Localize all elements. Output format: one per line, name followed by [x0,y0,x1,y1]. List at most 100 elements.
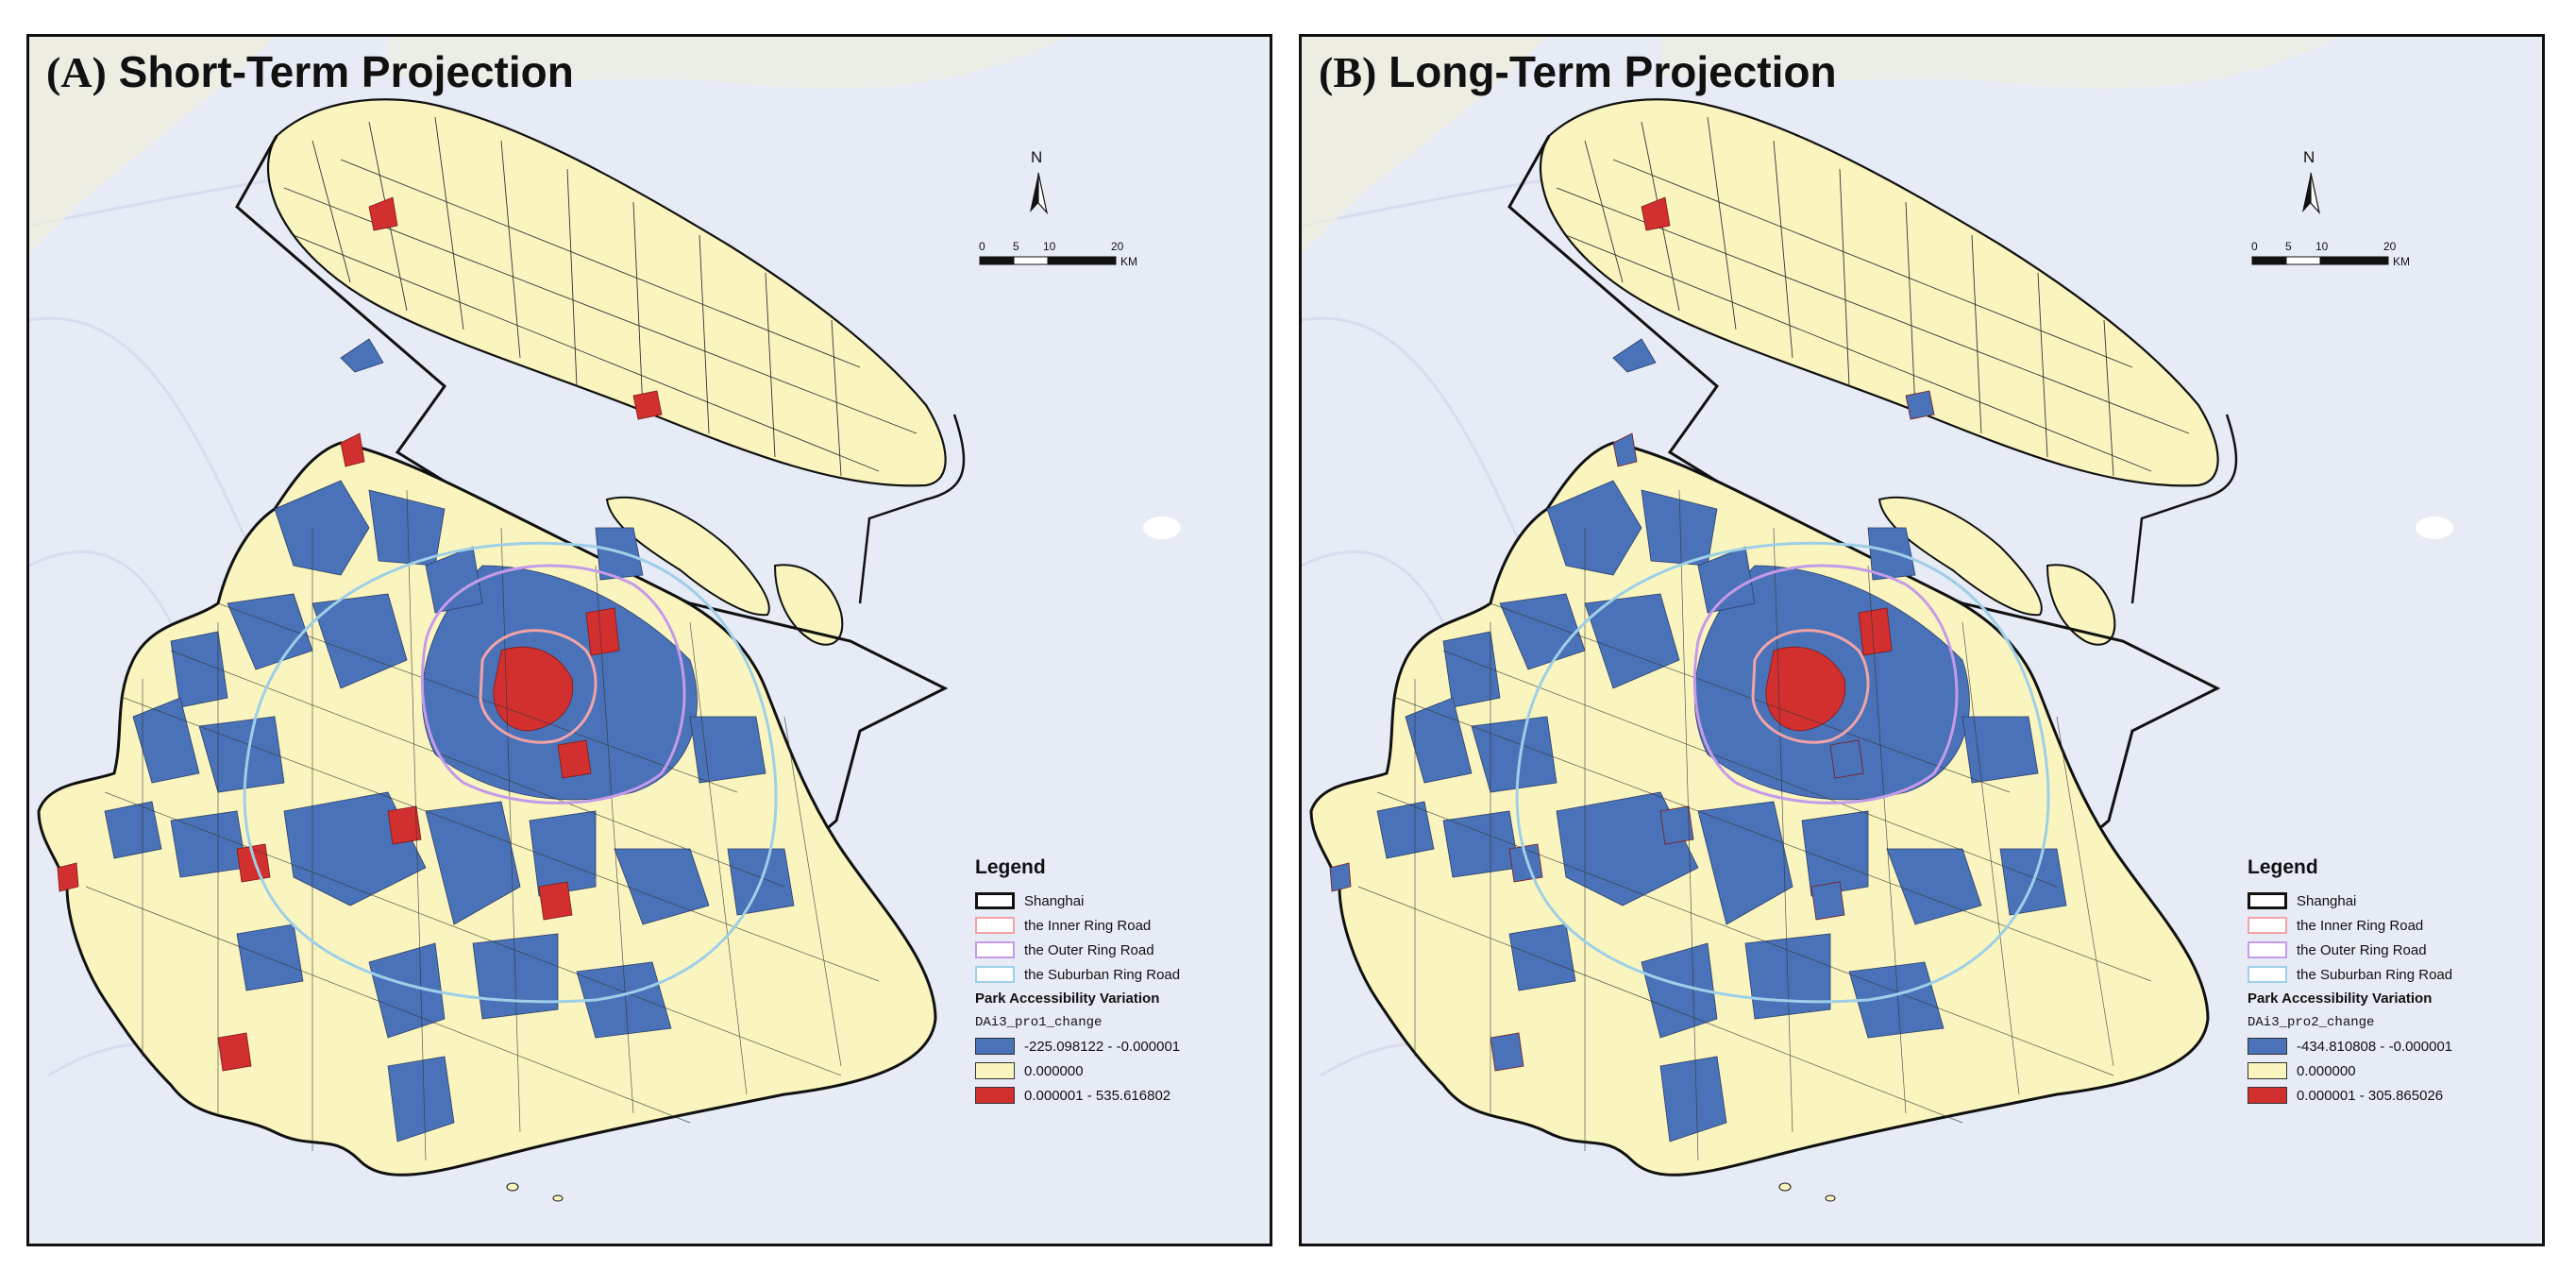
panel-title-text: Short-Term Projection [118,47,574,96]
legend-item-suburban-ring: the Suburban Ring Road [975,962,1258,987]
legend-item-inner-ring: the Inner Ring Road [975,913,1258,938]
legend-label: the Suburban Ring Road [1024,966,1181,983]
legend-item-shanghai: Shanghai [2248,889,2531,913]
panel-title-letter: (B) [1319,48,1377,96]
north-label: N [2303,148,2315,166]
legend-label: -434.810808 - -0.000001 [2297,1038,2453,1055]
north-shore [388,37,1068,89]
legend-swatch-neutral [975,1062,1015,1079]
legend-item-shanghai: Shanghai [975,889,1258,913]
legend-swatch-neutral [2248,1062,2287,1079]
north-label: N [1031,148,1043,166]
legend-label: the Outer Ring Road [1024,941,1154,958]
legend-label: 0.000001 - 535.616802 [1024,1087,1171,1104]
legend-field-name: DAi3_pro2_change [2248,1015,2375,1030]
map-panel-long-term: (B) Long-Term Projection N 0 5 10 20 KM … [1299,34,2545,1246]
white-spot [1143,516,1181,539]
legend-class-positive: 0.000001 - 535.616802 [975,1083,1258,1108]
legend: Legend Shanghai the Inner Ring Road the … [975,856,1258,1108]
positive-regions [57,196,663,1072]
chongming-parcels [283,116,918,477]
chongming-island [267,98,947,487]
legend-class-neutral: 0.000000 [2248,1058,2531,1083]
scale-tick: 5 [2285,240,2292,253]
legend-subtitle: Park Accessibility Variation [975,991,1160,1007]
suburban-ring-road [243,541,778,1004]
scale-unit: KM [2393,255,2410,268]
chongming-island [1540,98,2219,487]
offshore-islets [506,1182,564,1202]
north-shore [1660,37,2340,89]
scale-tick: 0 [2251,240,2258,253]
legend-item-outer-ring: the Outer Ring Road [975,938,1258,962]
legend-field-name: DAi3_pro1_change [975,1015,1103,1030]
outer-ring-road [1692,564,1959,804]
legend-item-outer-ring: the Outer Ring Road [2248,938,2531,962]
legend-item-suburban-ring: the Suburban Ring Road [2248,962,2531,987]
legend-class-negative: -434.810808 - -0.000001 [2248,1034,2531,1058]
legend-class-negative: -225.098122 - -0.000001 [975,1034,1258,1058]
legend-label: Shanghai [2297,892,2357,909]
legend-swatch [975,966,1015,983]
changxing-island [1877,496,2043,617]
scale-tick: 10 [1043,240,1056,253]
legend-swatch [975,941,1015,958]
legend-swatch [2248,892,2287,909]
legend-label: the Inner Ring Road [2297,917,2424,934]
shanghai-boundary [235,135,949,852]
legend-title: Legend [975,856,1046,878]
scale-tick: 5 [1013,240,1019,253]
offshore-islets [1778,1182,1836,1202]
legend-swatch-positive [975,1087,1015,1104]
mainland-left-shore [29,37,275,254]
scale-bar: 0 5 10 20 KM [2251,240,2468,296]
legend-swatch [975,892,1015,909]
red-region-inner [493,646,574,732]
suburban-ring-road [1515,541,2050,1004]
legend-subtitle: Park Accessibility Variation [2248,991,2433,1007]
map-canvas [1302,37,2453,1202]
white-spot [2416,516,2453,539]
legend-swatch-positive [2248,1087,2287,1104]
mainland-left-shore [1302,37,1547,254]
panel-title-text: Long-Term Projection [1389,47,1837,96]
legend-swatch [2248,917,2287,934]
outer-ring-road [420,564,686,804]
red-region-inner [1765,646,1846,732]
chongming-parcels [1556,116,2190,477]
scale-unit: KM [1120,255,1137,268]
legend-class-positive: 0.000001 - 305.865026 [2248,1083,2531,1108]
scale-tick: 10 [2315,240,2329,253]
legend-label: 0.000000 [1024,1062,1084,1079]
scale-bar-graphic [979,256,1117,265]
scale-bar: 0 5 10 20 KM [979,240,1196,296]
north-arrow-icon [2302,172,2321,215]
legend-swatch [2248,966,2287,983]
north-arrow-icon [1030,172,1049,215]
map-panel-short-term: (A) Short-Term Projection N 0 5 10 20 KM… [26,34,1272,1246]
inner-ring-road [1751,629,1870,744]
panel-title: (A) Short-Term Projection [46,46,574,97]
legend-title: Legend [2248,856,2318,878]
legend-class-neutral: 0.000000 [975,1058,1258,1083]
legend-label: the Inner Ring Road [1024,917,1152,934]
outer-water-boundary [858,414,966,604]
panel-title-letter: (A) [46,48,107,96]
legend-label: -225.098122 - -0.000001 [1024,1038,1181,1055]
legend-label: 0.000001 - 305.865026 [2297,1087,2444,1104]
map-canvas [29,37,1181,1202]
changxing-island [605,496,770,617]
shanghai-boundary [1507,135,2221,852]
inner-ring-road [479,629,598,744]
legend-label: 0.000000 [2297,1062,2356,1079]
legend-swatch [975,917,1015,934]
legend-swatch-negative [975,1038,1015,1055]
outer-water-boundary [2130,414,2238,604]
scale-tick: 20 [2383,240,2397,253]
legend-item-inner-ring: the Inner Ring Road [2248,913,2531,938]
legend-label: the Outer Ring Road [2297,941,2427,958]
legend-swatch [2248,941,2287,958]
legend: Legend Shanghai the Inner Ring Road the … [2248,856,2531,1108]
scale-tick: 0 [979,240,985,253]
scale-bar-graphic [2251,256,2389,265]
